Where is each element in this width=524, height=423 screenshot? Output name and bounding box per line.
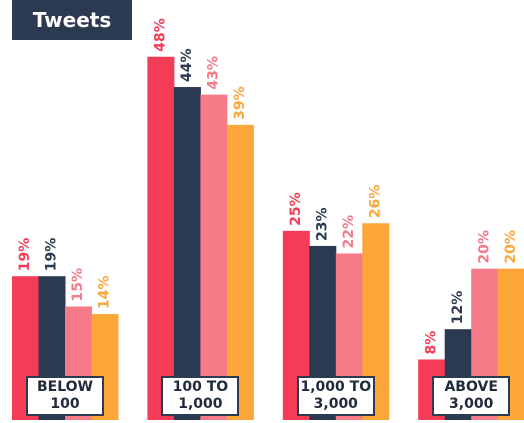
value-label: 22% [341,215,357,249]
category-label: 100 TO 1,000 [161,376,240,416]
value-label: 20% [503,230,519,264]
value-label: 19% [44,238,60,272]
value-label: 20% [476,230,492,264]
value-label: 14% [97,276,113,310]
bar [200,94,228,420]
value-label: 25% [288,192,304,226]
value-label: 43% [206,56,222,90]
value-label: 15% [70,268,86,302]
bar [226,124,254,420]
value-label: 26% [368,185,384,219]
value-label: 23% [315,207,331,241]
bar [147,56,175,421]
value-label: 44% [179,49,195,83]
category-label: 1,000 TO 3,000 [296,376,375,416]
value-label: 12% [450,291,466,325]
chart-title: Tweets [12,0,132,40]
category-label: ABOVE 3,000 [432,376,511,416]
value-label: 19% [17,238,33,272]
value-label: 39% [232,86,248,120]
bar [173,87,201,420]
value-label: 48% [153,18,169,52]
value-label: 8% [423,331,439,355]
category-label: BELOW 100 [26,376,104,416]
